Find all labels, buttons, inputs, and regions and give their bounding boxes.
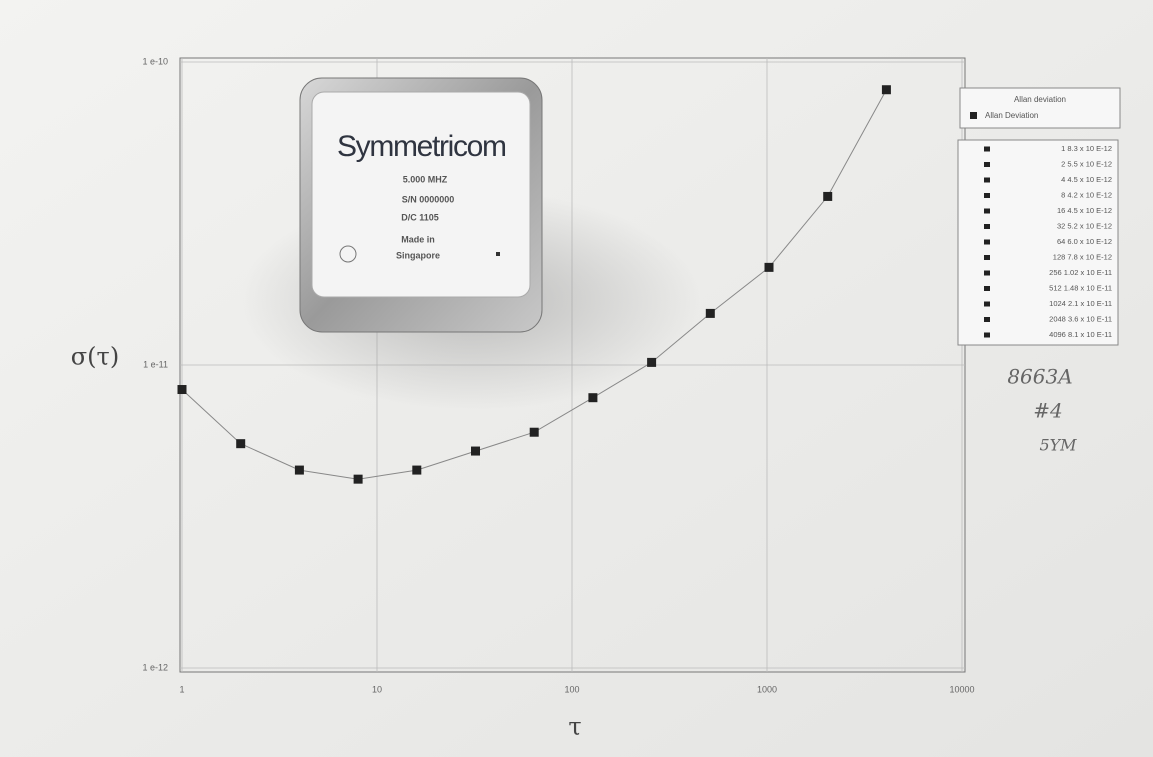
value-label: 2 5.5 x 10 E-12 (1061, 159, 1112, 168)
x-tick-label: 100 (564, 684, 579, 694)
legend-box (959, 87, 1121, 129)
value-label: 128 7.8 x 10 E-12 (1053, 252, 1112, 261)
device-text: D/C 1105 (401, 212, 439, 222)
data-point (236, 439, 246, 449)
device-text: S/N 0000000 (402, 194, 455, 204)
value-label: 32 5.2 x 10 E-12 (1057, 221, 1112, 230)
value-label: 2048 3.6 x 10 E-11 (1049, 314, 1112, 323)
note: #4 (1033, 399, 1062, 423)
list-marker (984, 146, 990, 152)
note: 5YM (1039, 436, 1077, 455)
value-label: 8 4.2 x 10 E-12 (1061, 190, 1112, 199)
list-marker (984, 239, 990, 245)
x-tick-label: 1000 (757, 684, 777, 694)
x-tick-label: 10000 (949, 684, 974, 694)
device-text: Singapore (396, 250, 440, 260)
brand: Symmetricom (337, 130, 507, 163)
data-point (764, 262, 774, 272)
list-marker (984, 317, 990, 322)
y-tick-label: 1 e-12 (142, 662, 168, 672)
legend-title: Allan deviation (1014, 95, 1066, 104)
list-marker (984, 208, 990, 214)
list-marker (984, 255, 990, 260)
value-label: 4 4.5 x 10 E-12 (1061, 175, 1112, 184)
data-point (177, 385, 187, 395)
value-label: 512 1.48 x 10 E-11 (1049, 283, 1112, 292)
x-tick-label: 1 (179, 684, 184, 694)
list-marker (984, 270, 990, 276)
value-label: 1024 2.1 x 10 E-11 (1049, 299, 1112, 308)
value-label: 16 4.5 x 10 E-12 (1057, 206, 1112, 215)
pin-dot (496, 252, 500, 256)
legend-marker (970, 112, 977, 119)
x-axis-label: τ (568, 713, 581, 741)
data-point (471, 446, 481, 456)
list-marker (984, 332, 990, 338)
value-label: 4096 8.1 x 10 E-11 (1049, 330, 1112, 339)
legend-entry: Allan Deviation (985, 111, 1038, 120)
data-point (881, 85, 891, 95)
data-point (353, 474, 363, 484)
data-point (588, 393, 598, 403)
data-point (294, 465, 304, 475)
list-marker (984, 224, 990, 229)
value-label: 256 1.02 x 10 E-11 (1049, 268, 1112, 277)
list-marker (984, 162, 990, 167)
device-text: Made in (401, 234, 435, 244)
x-tick-label: 10 (372, 684, 382, 694)
data-point (529, 427, 539, 437)
value-label: 1 8.3 x 10 E-12 (1061, 144, 1112, 153)
value-list: 1 8.3 x 10 E-12 2 5.5 x 10 E-12 4 4.5 x 10… (984, 144, 1112, 339)
data-point (412, 465, 422, 475)
handwriting: 8663A #4 5YM (1007, 365, 1077, 455)
list-marker (984, 286, 990, 291)
list-marker (984, 177, 990, 183)
device-text: 5.000 MHZ (403, 174, 448, 184)
oscillator-label (311, 91, 531, 298)
logo (339, 245, 357, 263)
data-point (705, 308, 715, 318)
value-label: 64 6.0 x 10 E-12 (1057, 237, 1112, 246)
y-axis-label: σ(τ) (71, 343, 119, 371)
y-tick-label: 1 e-10 (142, 56, 168, 66)
data-point (823, 191, 833, 201)
list-marker (984, 301, 990, 307)
list-marker (984, 193, 990, 198)
y-tick-label: 1 e-11 (143, 359, 168, 369)
note: 8663A (1007, 365, 1072, 389)
